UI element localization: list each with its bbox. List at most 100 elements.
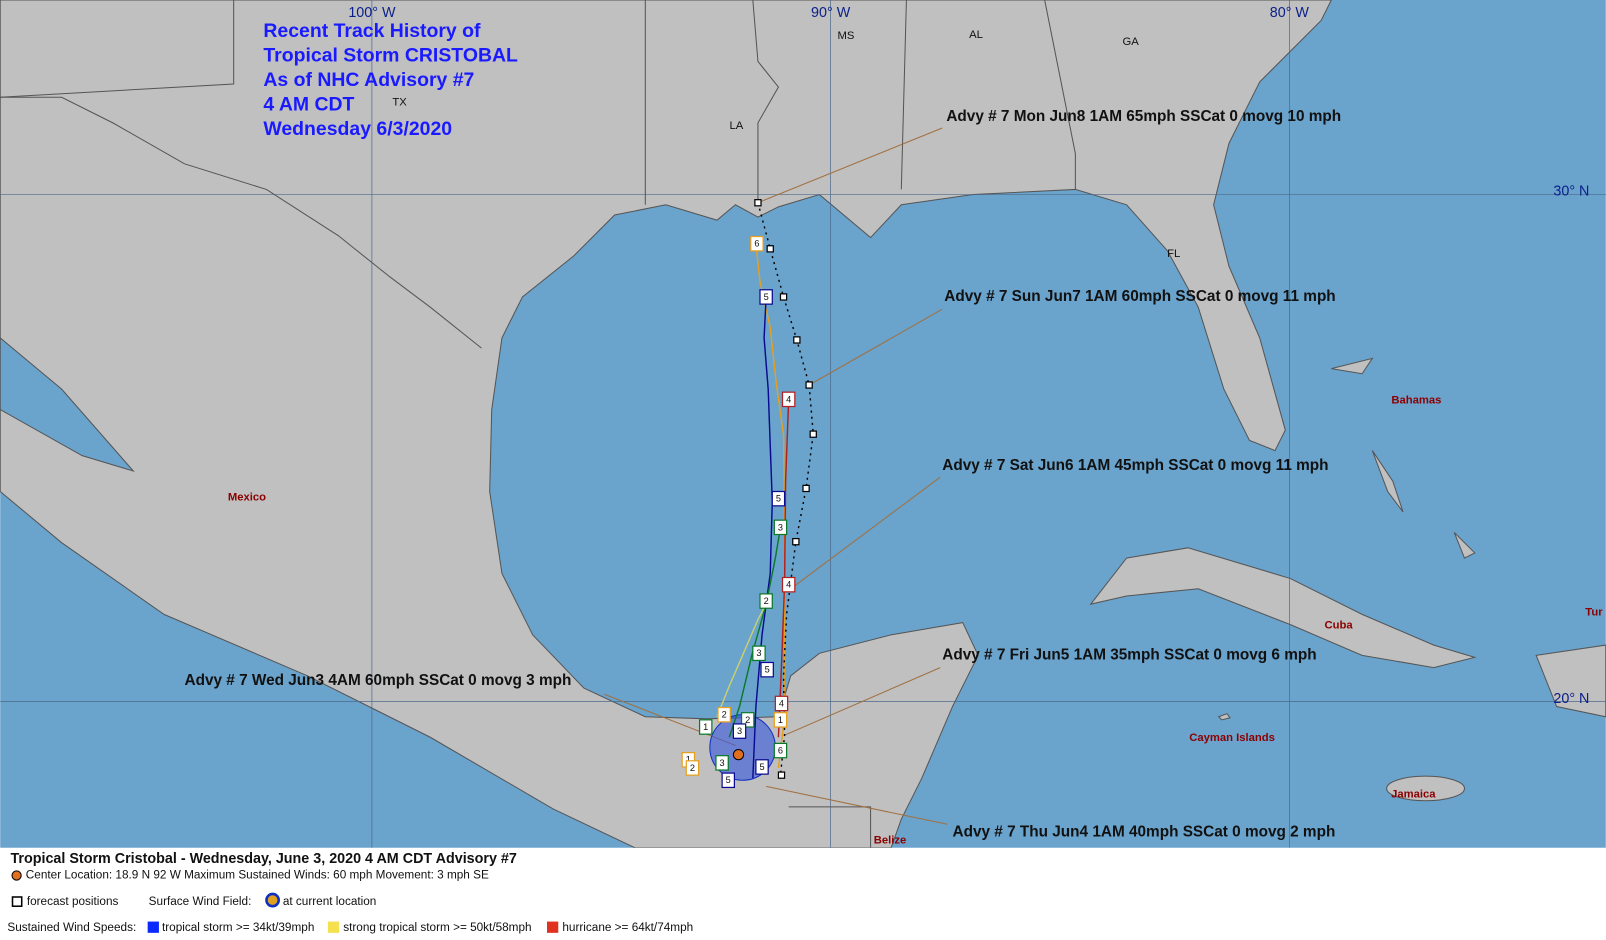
- advisory-label: Advy # 7 Sun Jun7 1AM 60mph SSCat 0 movg…: [944, 288, 1335, 305]
- track-box-label: 3: [720, 758, 725, 768]
- forecast-position: [779, 293, 788, 301]
- track-box-label: 2: [722, 710, 727, 720]
- track-box-label: 3: [737, 726, 742, 736]
- track-box-label: 2: [745, 715, 750, 725]
- north-america: [0, 0, 1332, 849]
- track-box: [750, 235, 764, 252]
- legend-sts: strong tropical storm >= 50kt/58mph: [343, 921, 531, 934]
- state-label: LA: [730, 120, 744, 132]
- track-box: [698, 719, 713, 735]
- track-box: [773, 712, 788, 728]
- legend-swatch: [327, 921, 340, 933]
- leader-line: [790, 476, 941, 590]
- track-box-label: 5: [765, 665, 770, 675]
- place-label: Bahamas: [1391, 394, 1441, 406]
- forecast-position: [766, 245, 774, 253]
- track-box: [752, 645, 766, 662]
- advisory-label: Advy # 7 Mon Jun8 1AM 65mph SSCat 0 movg…: [946, 108, 1341, 125]
- lat-label: 30° N: [1553, 183, 1589, 199]
- bahamas: [1331, 357, 1476, 559]
- leader-line: [808, 308, 943, 386]
- track-box: [759, 593, 773, 609]
- track-box: [759, 289, 773, 305]
- track-box: [781, 576, 796, 593]
- forecast-track: [757, 202, 814, 776]
- state-border: [900, 0, 907, 190]
- forecast-position: [792, 537, 800, 546]
- country-border: [788, 806, 872, 848]
- legend-center: Center Location: 18.9 N 92 W Maximum Sus…: [26, 869, 489, 882]
- state-label: MS: [838, 30, 855, 42]
- state-label: AL: [969, 29, 983, 41]
- legend-wind-field: Surface Wind Field:: [149, 895, 252, 908]
- track-box-label: 2: [764, 596, 769, 606]
- forecast-position: [809, 430, 817, 438]
- advisory-label: Advy # 7 Sat Jun6 1AM 45mph SSCat 0 movg…: [942, 457, 1328, 474]
- track-box-label: 1: [703, 722, 708, 732]
- place-label: Tur: [1585, 606, 1603, 618]
- title-line: As of NHC Advisory #7: [263, 69, 474, 91]
- advisory-label: Advy # 7 Wed Jun3 4AM 60mph SSCat 0 movg…: [185, 672, 572, 689]
- place-label: Belize: [874, 835, 907, 847]
- place-label: Cayman Islands: [1189, 732, 1275, 744]
- lon-label: 90° W: [811, 5, 851, 21]
- track-box: [685, 760, 700, 776]
- title-line: 4 AM CDT: [263, 94, 354, 116]
- legend-heading: Tropical Storm Cristobal - Wednesday, Ju…: [10, 851, 516, 867]
- legend-swatch: [147, 921, 159, 933]
- state-label: GA: [1123, 36, 1140, 48]
- track-box: [721, 772, 736, 789]
- track-box-label: 5: [726, 775, 731, 785]
- legend-center-icon: [11, 870, 22, 881]
- lat-label: 20° N: [1553, 691, 1589, 707]
- legend-speeds: Sustained Wind Speeds:: [7, 921, 136, 934]
- legend-ts: tropical storm >= 34kt/39mph: [162, 921, 314, 934]
- place-label: Mexico: [228, 492, 266, 504]
- state-border: [1044, 0, 1076, 190]
- track-box-label: 5: [764, 292, 769, 302]
- state-border: [0, 0, 235, 98]
- track-box: [781, 391, 796, 408]
- place-label: Jamaica: [1391, 789, 1436, 801]
- track-box-label: 4: [779, 698, 784, 708]
- title-line: Recent Track History of: [263, 20, 481, 42]
- land: [0, 0, 1606, 849]
- track-box-label: 2: [690, 763, 695, 773]
- track-box-label: 1: [686, 755, 691, 765]
- track-box: [717, 706, 731, 723]
- track-box: [760, 661, 774, 678]
- jamaica: [1386, 775, 1465, 802]
- legend-wind-icon: [265, 892, 281, 908]
- leader-line: [766, 785, 948, 825]
- legend-hu: hurricane >= 64kt/74mph: [562, 921, 693, 934]
- advisory-label: Advy # 7 Thu Jun4 1AM 40mph SSCat 0 movg…: [952, 824, 1335, 841]
- track-box-label: 4: [786, 394, 791, 404]
- track-box: [773, 742, 788, 759]
- track-box-label: 4: [786, 580, 791, 590]
- state-label: FL: [1167, 248, 1180, 260]
- track-box-label: 6: [778, 746, 783, 756]
- cuba: [1089, 547, 1477, 669]
- track-box-label: 5: [776, 494, 781, 504]
- track-box-label: 3: [778, 522, 783, 532]
- track-box-label: 1: [778, 715, 783, 725]
- title-line: Wednesday 6/3/2020: [263, 118, 452, 140]
- titles: Recent Track History of Tropical Storm C…: [263, 20, 518, 140]
- state-label: TX: [392, 96, 407, 108]
- gulf-of-california: [0, 337, 135, 473]
- forecast-position: [805, 381, 813, 389]
- track-box: [773, 519, 788, 536]
- track-box-label: 6: [754, 239, 759, 249]
- title-line: Tropical Storm CRISTOBAL: [263, 44, 518, 66]
- legend-current: at current location: [283, 895, 377, 908]
- forecast-position: [802, 484, 810, 493]
- lon-label: 100° W: [348, 5, 396, 21]
- leader-line: [784, 667, 941, 736]
- track-box: [774, 695, 789, 712]
- state-border: [752, 0, 780, 205]
- legend-box-icon: [11, 896, 23, 907]
- track-box: [755, 759, 769, 775]
